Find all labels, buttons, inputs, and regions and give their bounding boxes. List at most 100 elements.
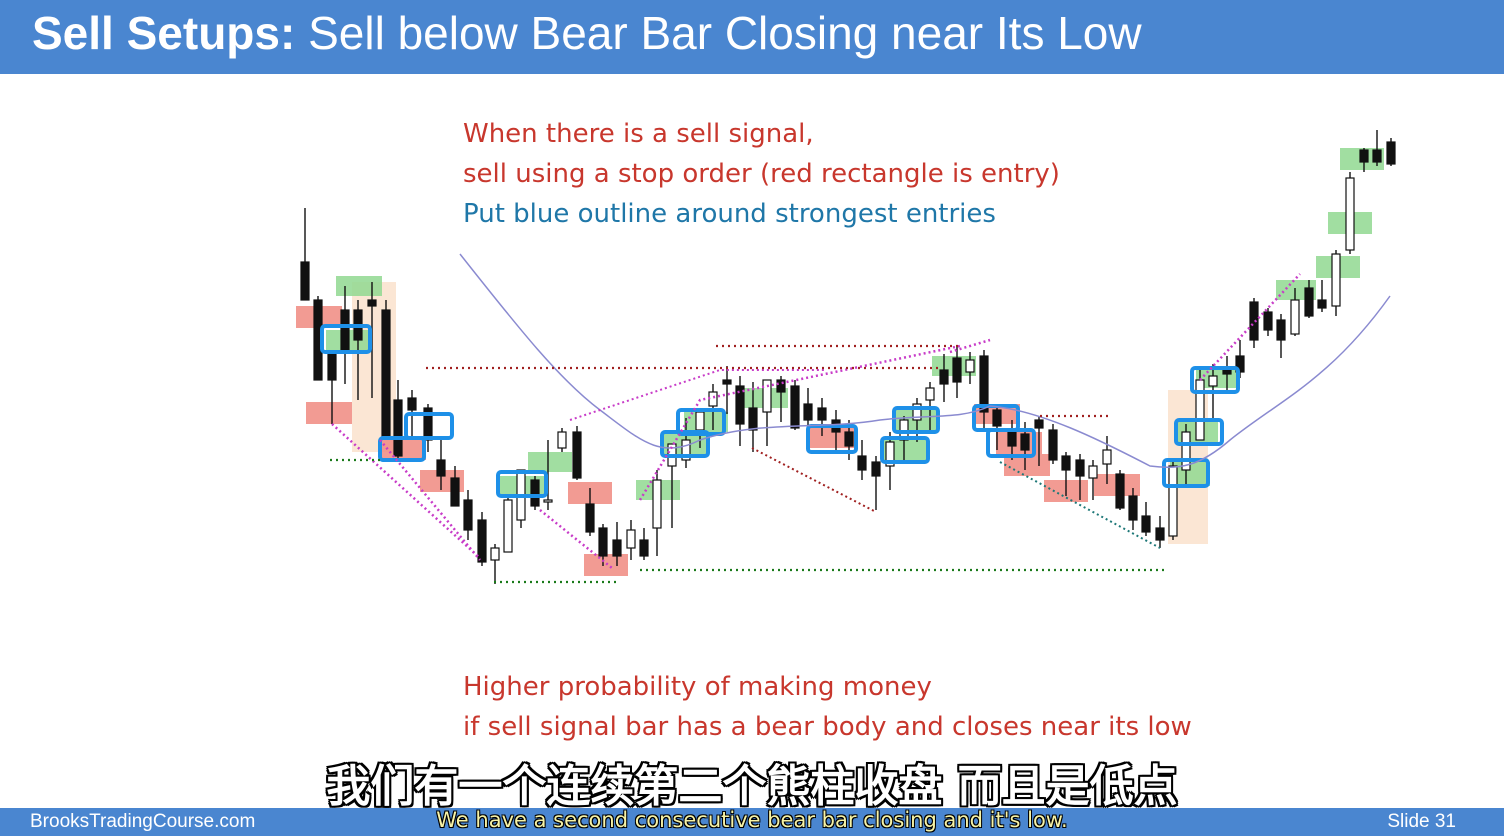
bull-candle <box>652 479 662 529</box>
bull-candle <box>925 387 935 401</box>
strong-entry-outline <box>320 324 372 354</box>
bull-candle <box>1102 449 1112 465</box>
bear-candle <box>1020 433 1030 451</box>
bear-candle <box>803 403 813 421</box>
moving-average-line <box>459 253 1391 469</box>
bear-candle <box>327 351 337 381</box>
title-rest: Sell below Bear Bar Closing near Its Low <box>308 7 1142 59</box>
trend-line <box>949 338 991 354</box>
bear-candle <box>1048 429 1058 461</box>
strong-entry-outline <box>676 408 726 436</box>
bear-candle <box>871 461 881 477</box>
strong-entry-outline <box>404 412 454 440</box>
bear-candle <box>1359 149 1369 163</box>
bull-candle <box>1181 431 1191 471</box>
trend-line <box>1199 273 1301 381</box>
bear-candle <box>598 527 608 557</box>
bear-candle <box>436 459 446 477</box>
trend-line <box>331 423 481 559</box>
note-line: When there is a sell signal, <box>463 119 814 149</box>
strong-entry-outline <box>1190 366 1240 394</box>
bull-candle <box>965 359 975 373</box>
bear-candle <box>340 309 350 351</box>
note-line: Put blue outline around strongest entrie… <box>463 199 996 229</box>
bear-candle <box>722 379 732 385</box>
bear-candle <box>1155 527 1165 541</box>
bear-candle <box>585 503 595 533</box>
trend-line <box>539 509 613 569</box>
bear-candle <box>939 369 949 385</box>
bear-candle <box>1061 455 1071 471</box>
bear-entry-box <box>306 402 352 424</box>
title-bold: Sell Setups: <box>32 7 296 59</box>
bear-candle <box>572 431 582 479</box>
bear-candle <box>1263 311 1273 331</box>
strong-entry-outline <box>1162 458 1210 488</box>
bull-entry-box <box>336 276 382 296</box>
bull-candle <box>695 411 705 431</box>
price-chart <box>296 130 1396 584</box>
bull-candle <box>1168 465 1178 537</box>
bull-candle <box>681 439 691 461</box>
bear-candle <box>639 539 649 557</box>
bear-candle <box>1249 301 1259 341</box>
bear-candle <box>530 479 540 507</box>
strong-entry-outline <box>378 436 426 462</box>
bottom-notes: Higher probability of making money if se… <box>463 667 1192 747</box>
bear-candle <box>748 407 758 431</box>
bull-candle <box>626 529 636 549</box>
bear-entry-box <box>808 428 854 448</box>
bear-candle <box>393 399 403 457</box>
bear-candle <box>1007 431 1017 447</box>
subtitle-english: We have a second consecutive bear bar cl… <box>436 808 1068 832</box>
bull-candle <box>1290 299 1300 335</box>
bull-candle <box>490 547 500 561</box>
bear-candle <box>992 409 1002 427</box>
bear-candle <box>1115 473 1125 509</box>
bull-candle <box>543 499 553 503</box>
strong-entry-outline <box>892 406 940 434</box>
bear-candle <box>612 539 622 557</box>
bull-candle <box>762 379 772 413</box>
note-line: if sell signal bar has a bear body and c… <box>463 712 1192 742</box>
bull-candle <box>1208 375 1218 387</box>
bear-candle <box>300 261 310 301</box>
bear-candle <box>817 407 827 421</box>
slide-title: Sell Setups: Sell below Bear Bar Closing… <box>32 8 1142 58</box>
bear-candle <box>463 499 473 531</box>
bull-candle <box>557 431 567 449</box>
bear-candle <box>844 431 854 447</box>
trend-line <box>999 461 1161 549</box>
bull-candle <box>1331 253 1341 307</box>
bear-entry-box <box>380 438 426 460</box>
bull-candle <box>912 403 922 421</box>
bear-candle <box>1222 369 1232 375</box>
bear-candle <box>979 355 989 413</box>
note-line: Higher probability of making money <box>463 672 932 702</box>
site-link[interactable]: BrooksTradingCourse.com <box>30 811 256 832</box>
top-notes: When there is a sell signal, sell using … <box>463 114 1060 234</box>
trend-line <box>379 439 481 561</box>
bear-candle <box>1317 299 1327 309</box>
title-bar: Sell Setups: Sell below Bear Bar Closing… <box>0 0 1504 74</box>
bull-candle <box>1195 379 1205 441</box>
bear-candle <box>407 397 417 411</box>
bear-entry-box <box>584 554 628 576</box>
bull-candle <box>1345 177 1355 251</box>
bear-candle <box>1034 419 1044 429</box>
trend-line <box>638 344 961 501</box>
trend-line <box>751 447 877 513</box>
bear-candle <box>1141 515 1151 533</box>
strong-entry-outline <box>986 428 1036 458</box>
bear-candle <box>450 477 460 507</box>
bull-entry-box <box>884 440 928 460</box>
bull-entry-box <box>684 412 728 432</box>
bull-candle <box>1088 465 1098 479</box>
bear-candle <box>381 309 391 437</box>
bear-candle <box>1372 149 1382 163</box>
bear-candle <box>367 299 377 307</box>
bear-candle <box>477 519 487 563</box>
strong-entry-outline <box>880 436 930 464</box>
bear-candle <box>1128 495 1138 521</box>
bear-candle <box>1386 141 1396 165</box>
